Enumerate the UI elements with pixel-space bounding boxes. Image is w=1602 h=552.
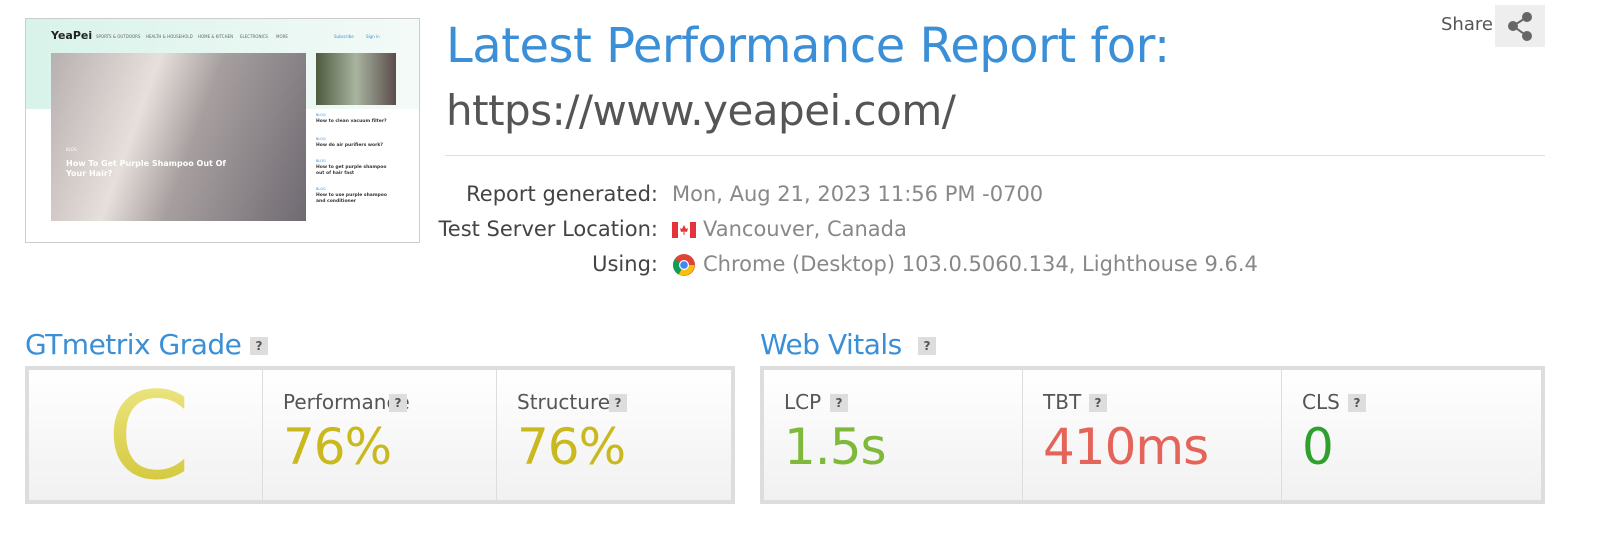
thumb-nav: ELECTRONICS: [240, 34, 268, 39]
thumb-side-tag: BLOG: [316, 159, 326, 163]
flag-icon: [672, 222, 696, 238]
report-url[interactable]: https://www.yeapei.com/: [446, 86, 956, 135]
metric-label: Performance: [283, 390, 410, 414]
metric-label: TBT: [1043, 390, 1082, 414]
thumb-hero-title: How To Get Purple Shampoo Out Of Your Ha…: [66, 159, 226, 178]
help-icon[interactable]: ?: [830, 394, 848, 412]
thumb-hero-tag: BLOG: [66, 147, 78, 152]
thumb-side-title: How do air purifiers work?: [316, 143, 383, 148]
thumb-side-tag: BLOG: [316, 113, 326, 117]
vitals-panel: LCP ? 1.5s TBT ? 410ms CLS ? 0: [760, 366, 1545, 504]
help-icon[interactable]: ?: [918, 337, 936, 355]
detail-label: Report generated:: [466, 182, 658, 206]
metric-value: 1.5s: [784, 418, 887, 476]
help-icon[interactable]: ?: [250, 337, 268, 355]
section-title: Web Vitals: [760, 328, 902, 361]
share-label[interactable]: Share: [1441, 14, 1493, 35]
help-icon[interactable]: ?: [609, 394, 627, 412]
divider: [445, 155, 1545, 156]
metric-label: CLS: [1302, 390, 1340, 414]
thumb-logo: YeaPei: [51, 29, 93, 42]
share-button[interactable]: [1495, 5, 1545, 47]
thumb-side-title: How to clean vacuum filter?: [316, 119, 387, 124]
thumb-nav: SPORTS & OUTDOORS: [96, 34, 141, 39]
grade-panel: C Performance ? 76% Structure ? 76%: [25, 366, 735, 507]
grade-cell: C: [29, 368, 263, 507]
metric-value: 0: [1302, 418, 1334, 476]
detail-label: Using:: [592, 252, 658, 276]
help-icon[interactable]: ?: [1348, 394, 1366, 412]
detail-value: Vancouver, Canada: [703, 217, 907, 241]
metric-label: LCP: [784, 390, 822, 414]
chrome-icon: [673, 254, 695, 276]
thumb-side-tag: BLOG: [316, 187, 326, 191]
metric-value: 76%: [283, 418, 392, 476]
thumbnail[interactable]: YeaPei SPORTS & OUTDOORS HEALTH & HOUSEH…: [25, 18, 420, 243]
thumb-side-image: [316, 53, 396, 105]
detail-value: Mon, Aug 21, 2023 11:56 PM -0700: [672, 182, 1044, 206]
thumb-nav: HOME & KITCHEN: [198, 34, 234, 39]
thumb-nav: MORE: [276, 34, 288, 39]
metric-value: 410ms: [1043, 418, 1209, 476]
thumb-side-title: How to get purple shampoo out of hair fa…: [316, 165, 387, 176]
metric-cell: Structure ? 76%: [497, 370, 731, 500]
report-title: Latest Performance Report for:: [446, 18, 1170, 74]
help-icon[interactable]: ?: [389, 394, 407, 412]
grade-letter: C: [107, 368, 191, 507]
thumb-action: Sign in: [366, 34, 380, 39]
help-icon[interactable]: ?: [1089, 394, 1107, 412]
section-title: GTmetrix Grade: [25, 328, 242, 361]
metric-cell: TBT ? 410ms: [1023, 370, 1282, 500]
metric-cell: CLS ? 0: [1282, 370, 1541, 500]
share-icon: [1508, 12, 1532, 41]
detail-label: Test Server Location:: [438, 217, 658, 241]
metric-label: Structure: [517, 390, 611, 414]
metric-value: 76%: [517, 418, 626, 476]
thumb-action: Subscribe: [334, 34, 354, 39]
thumb-hero-image: [51, 53, 306, 221]
thumb-side-title: How to use purple shampoo and conditione…: [316, 193, 387, 204]
thumb-nav: HEALTH & HOUSEHOLD: [146, 34, 193, 39]
metric-cell: Performance ? 76%: [263, 370, 497, 500]
metric-cell: LCP ? 1.5s: [764, 370, 1023, 500]
thumb-side-tag: BLOG: [316, 137, 326, 141]
detail-value: Chrome (Desktop) 103.0.5060.134, Lightho…: [703, 252, 1258, 276]
